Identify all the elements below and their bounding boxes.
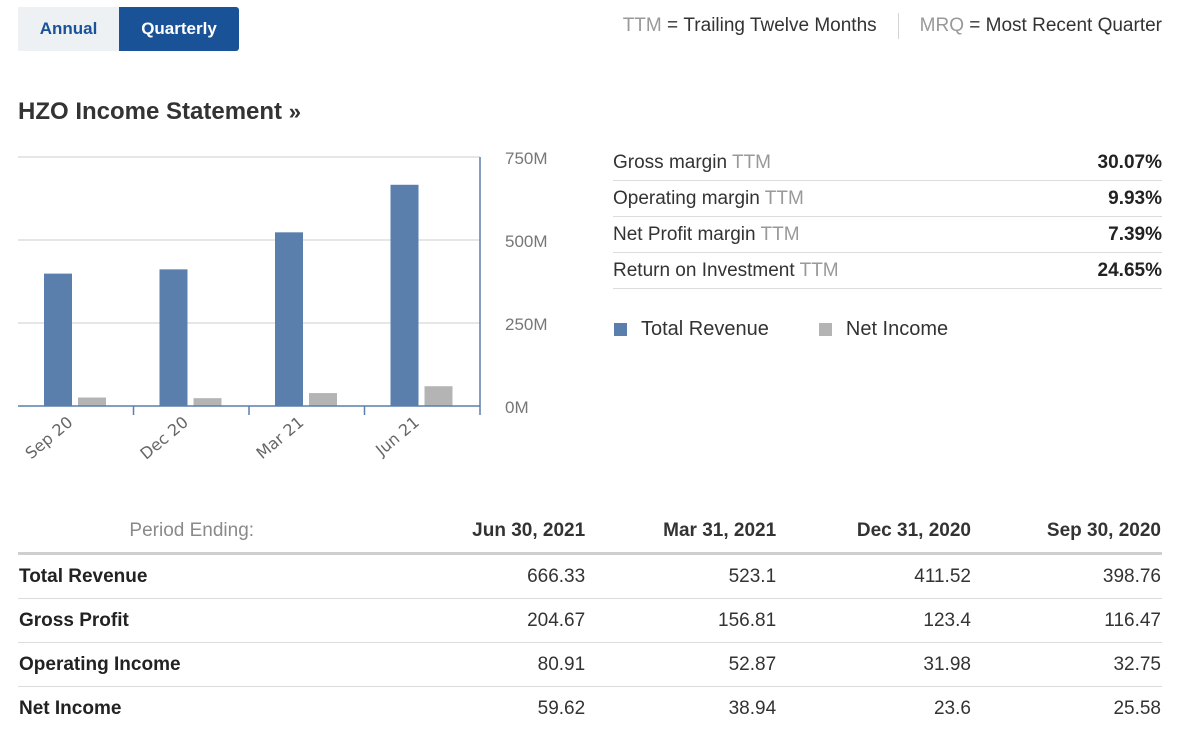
income-statement-title[interactable]: HZO Income Statement » [18, 98, 301, 126]
bar[interactable] [275, 232, 303, 406]
table-cell: 204.67 [270, 599, 586, 643]
period-column-header: Sep 30, 2020 [972, 509, 1162, 554]
ttm-abbrev: TTM [623, 15, 662, 37]
table-cell: 52.87 [586, 643, 777, 687]
table-cell: 116.47 [972, 599, 1162, 643]
metric-name: Return on Investment [613, 260, 795, 281]
ttm-definition: Trailing Twelve Months [683, 15, 876, 37]
table-cell: 411.52 [777, 554, 972, 599]
metric-row: Return on Investment TTM 24.65% [613, 253, 1162, 289]
metric-row: Gross margin TTM 30.07% [613, 145, 1162, 181]
row-label: Gross Profit [18, 599, 270, 643]
metric-ttm-tag: TTM [732, 152, 771, 173]
page-title[interactable]: HZO Income Statement [18, 98, 282, 125]
annual-tab[interactable]: Annual [18, 7, 119, 51]
bar[interactable] [44, 274, 72, 406]
period-toggle: Annual Quarterly [18, 7, 239, 51]
row-label: Operating Income [18, 643, 270, 687]
period-column-header: Mar 31, 2021 [586, 509, 777, 554]
bar[interactable] [194, 398, 222, 406]
metric-ttm-tag: TTM [760, 224, 799, 245]
metric-name: Net Profit margin [613, 224, 756, 245]
more-arrow-icon[interactable]: » [289, 99, 301, 124]
y-tick-label: 500M [505, 232, 548, 251]
mrq-equals: = [969, 15, 980, 37]
metric-row: Operating margin TTM 9.93% [613, 181, 1162, 217]
x-tick-label: Jun 21 [371, 413, 423, 461]
margin-metrics: Gross margin TTM 30.07% Operating margin T… [613, 145, 1162, 289]
metric-ttm-tag: TTM [800, 260, 839, 281]
x-tick-label: Mar 21 [252, 413, 307, 463]
legend-divider [898, 13, 899, 39]
metric-value: 24.65% [1098, 260, 1162, 282]
y-tick-label: 0M [505, 398, 529, 417]
legend-item[interactable]: Total Revenue [614, 318, 769, 341]
table-cell: 156.81 [586, 599, 777, 643]
quarterly-tab[interactable]: Quarterly [119, 7, 239, 51]
period-ending-label: Period Ending: [18, 509, 270, 554]
table-cell: 523.1 [586, 554, 777, 599]
metric-label: Return on Investment TTM [613, 260, 839, 282]
mrq-abbrev: MRQ [920, 15, 964, 37]
table-cell: 31.98 [777, 643, 972, 687]
bar[interactable] [391, 185, 419, 406]
metric-row: Net Profit margin TTM 7.39% [613, 217, 1162, 253]
series-legend: Total Revenue Net Income [614, 318, 998, 341]
legend-swatch-icon [819, 323, 832, 336]
abbreviation-legend: TTM = Trailing Twelve Months MRQ = Most … [623, 13, 1162, 39]
table-cell: 25.58 [972, 687, 1162, 730]
metric-value: 7.39% [1108, 224, 1162, 246]
metric-value: 9.93% [1108, 188, 1162, 210]
y-tick-label: 250M [505, 315, 548, 334]
metric-label: Operating margin TTM [613, 188, 804, 210]
table-cell: 23.6 [777, 687, 972, 730]
x-tick-label: Dec 20 [136, 413, 191, 464]
y-tick-label: 750M [505, 149, 548, 168]
row-label: Net Income [18, 687, 270, 730]
bar[interactable] [78, 398, 106, 406]
ttm-equals: = [667, 15, 678, 37]
legend-label: Total Revenue [641, 318, 769, 341]
row-label: Total Revenue [18, 554, 270, 599]
metric-ttm-tag: TTM [765, 188, 804, 209]
legend-item[interactable]: Net Income [819, 318, 948, 341]
bar[interactable] [309, 393, 337, 406]
metric-label: Net Profit margin TTM [613, 224, 800, 246]
metric-label: Gross margin TTM [613, 152, 771, 174]
metric-name: Operating margin [613, 188, 760, 209]
legend-swatch-icon [614, 323, 627, 336]
period-column-header: Dec 31, 2020 [777, 509, 972, 554]
bar[interactable] [160, 269, 188, 406]
metric-value: 30.07% [1098, 152, 1162, 174]
metric-name: Gross margin [613, 152, 727, 173]
table-cell: 666.33 [270, 554, 586, 599]
income-bar-chart: 0M 250M 500M 750M Sep 20 Dec 20 Mar 21 Jun 21 [0, 140, 580, 485]
table-cell: 398.76 [972, 554, 1162, 599]
mrq-definition: Most Recent Quarter [986, 15, 1162, 37]
period-column-header: Jun 30, 2021 [270, 509, 586, 554]
x-tick-label: Sep 20 [22, 413, 77, 463]
table-cell: 32.75 [972, 643, 1162, 687]
table-cell: 59.62 [270, 687, 586, 730]
table-cell: 38.94 [586, 687, 777, 730]
table-cell: 80.91 [270, 643, 586, 687]
legend-label: Net Income [846, 318, 948, 341]
bar[interactable] [425, 386, 453, 406]
table-cell: 123.4 [777, 599, 972, 643]
